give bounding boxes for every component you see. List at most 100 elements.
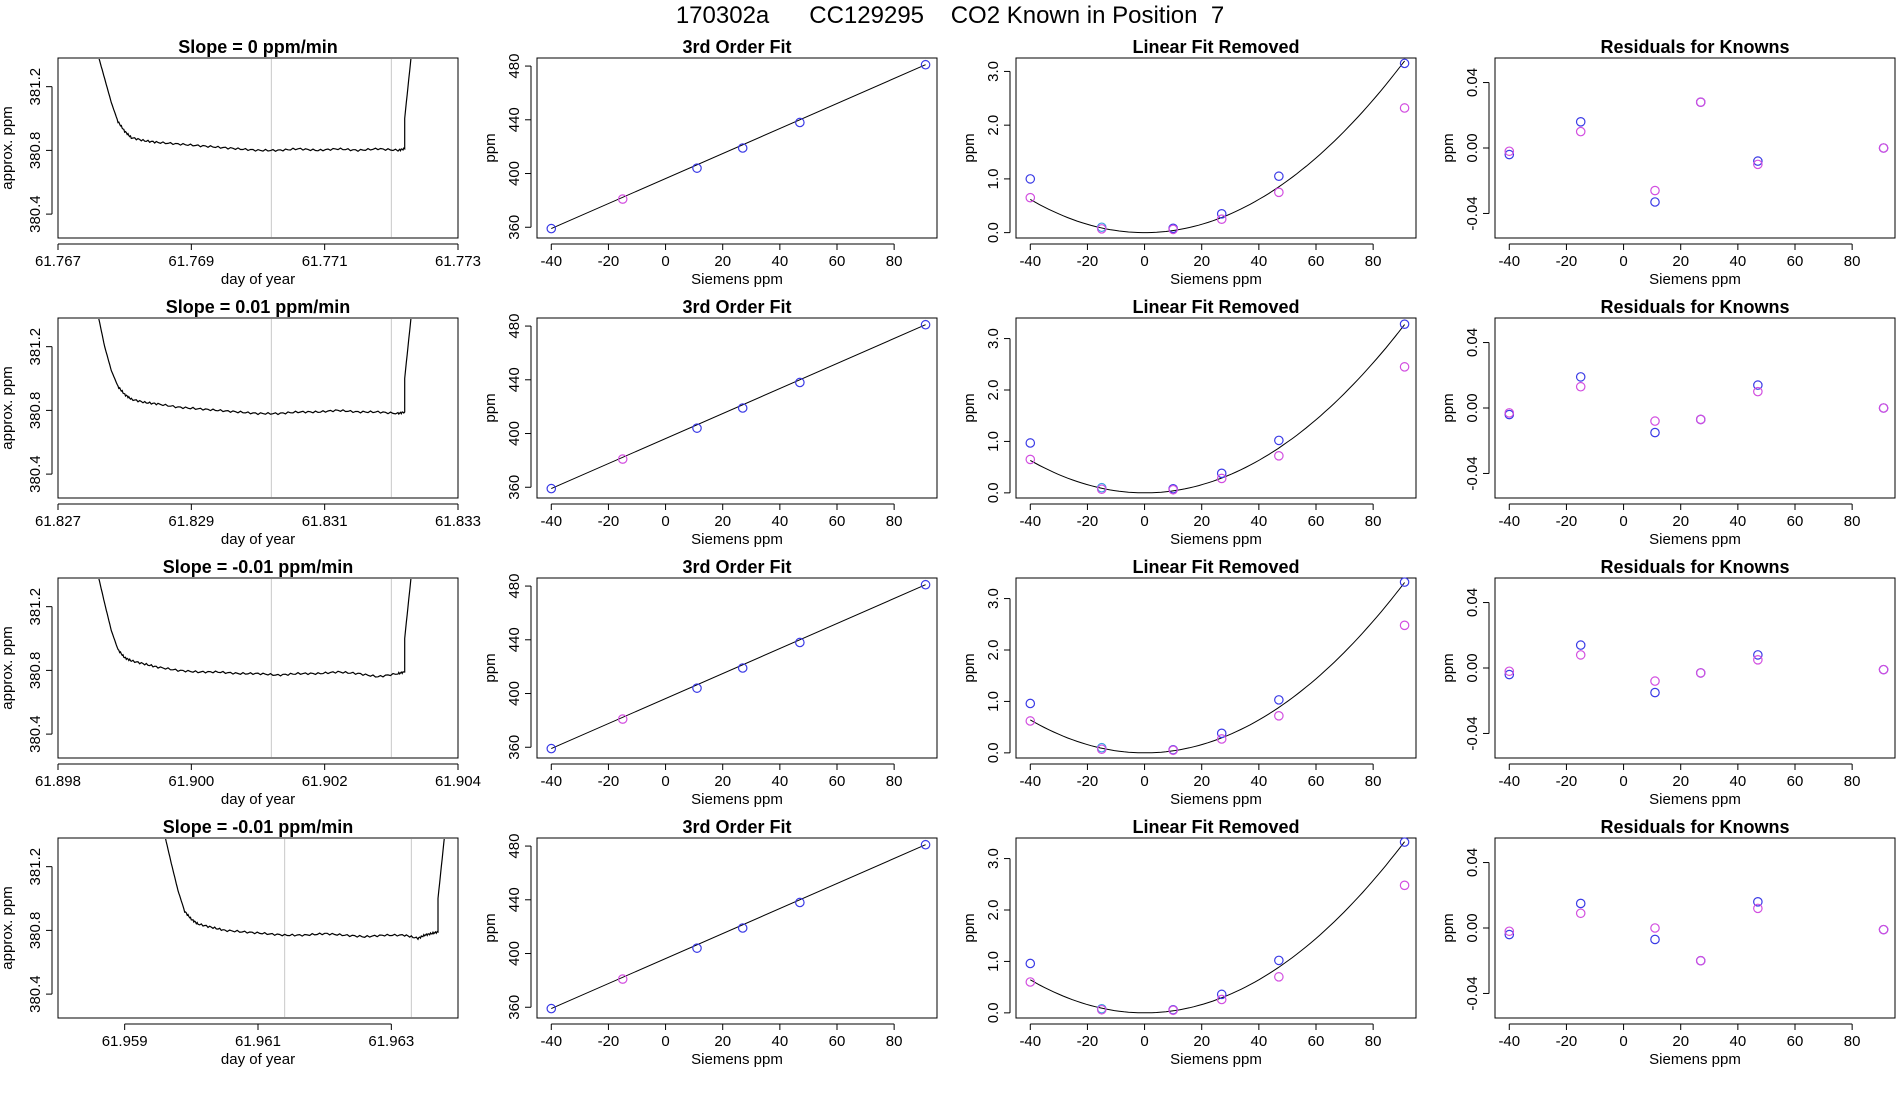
- y-tick-label: 381.2: [27, 588, 44, 626]
- data-point: [617, 454, 628, 464]
- y-tick-label: 2.0: [985, 640, 1002, 661]
- y-tick-label: 0.00: [1464, 653, 1481, 682]
- y-tick-label: 400: [506, 161, 523, 186]
- y-axis-label: ppm: [1440, 653, 1457, 682]
- x-tick-label: 61.904: [435, 773, 481, 790]
- plot-frame: [1494, 317, 1896, 499]
- data-point: [1216, 209, 1227, 219]
- y-tick-label: 1.0: [985, 168, 1002, 189]
- data-point: [692, 163, 702, 173]
- x-tick-label: -40: [1019, 1033, 1041, 1050]
- data-trace: [98, 319, 412, 416]
- x-axis-label: day of year: [221, 791, 295, 808]
- data-point: [1878, 664, 1889, 675]
- data-point: [1399, 319, 1410, 329]
- data-point: [1274, 451, 1284, 461]
- chart-title: Linear Fit Removed: [1132, 557, 1299, 577]
- data-point: [1504, 669, 1515, 680]
- data-point: [617, 714, 628, 724]
- x-tick-label: -40: [1019, 253, 1041, 270]
- data-point: [1216, 214, 1227, 224]
- data-point: [1650, 687, 1660, 698]
- y-tick-label: 0.04: [1464, 848, 1481, 877]
- y-axis-label: ppm: [482, 133, 499, 162]
- x-tick-label: 60: [1308, 773, 1325, 790]
- x-tick-label: 20: [1672, 513, 1689, 530]
- data-point: [920, 59, 931, 70]
- x-axis-label: Siemens ppm: [691, 271, 783, 288]
- data-point: [1650, 416, 1660, 426]
- x-tick-label: 20: [1672, 253, 1689, 270]
- x-tick-label: 60: [1308, 253, 1325, 270]
- data-point: [617, 194, 628, 204]
- chart-title: Slope = 0.01 ppm/min: [166, 297, 351, 317]
- y-tick-label: 3.0: [985, 588, 1002, 609]
- x-axis-label: Siemens ppm: [1649, 1051, 1741, 1068]
- data-point: [1575, 640, 1586, 650]
- x-tick-label: -40: [540, 773, 562, 790]
- x-tick-label: 20: [1193, 1033, 1210, 1050]
- x-tick-label: 61.900: [168, 773, 214, 790]
- data-point: [795, 377, 805, 388]
- y-tick-label: 0.0: [985, 222, 1002, 243]
- data-point: [1096, 484, 1107, 495]
- x-tick-label: 61.771: [302, 253, 348, 270]
- data-point: [1575, 372, 1586, 382]
- x-tick-label: 61.902: [302, 773, 348, 790]
- x-tick-label: -40: [1019, 513, 1041, 530]
- data-point: [1216, 994, 1227, 1005]
- fit-curve: [1030, 841, 1405, 1014]
- fit-curve: [1030, 60, 1405, 234]
- x-tick-label: 20: [714, 1033, 731, 1050]
- x-tick-label: -20: [1556, 773, 1578, 790]
- data-trace: [98, 59, 412, 153]
- y-tick-label: 380.4: [27, 195, 44, 233]
- x-tick-label: -40: [540, 253, 562, 270]
- plot-frame: [1494, 57, 1896, 239]
- x-tick-label: 20: [714, 513, 731, 530]
- data-point: [1575, 126, 1586, 137]
- x-tick-label: 61.833: [435, 513, 481, 530]
- data-point: [546, 223, 557, 234]
- y-axis-label: approx. ppm: [0, 366, 16, 449]
- data-point: [737, 403, 748, 413]
- x-axis-label: Siemens ppm: [1649, 791, 1741, 808]
- data-point: [1650, 923, 1660, 933]
- x-tick-label: -40: [540, 1033, 562, 1050]
- data-point: [1025, 698, 1036, 709]
- plot-frame: [536, 57, 938, 239]
- data-point: [1274, 171, 1284, 182]
- x-tick-label: 80: [1844, 513, 1861, 530]
- data-point: [1025, 958, 1036, 969]
- y-tick-label: 1.0: [985, 431, 1002, 452]
- x-tick-label: -40: [540, 513, 562, 530]
- y-tick-label: 360: [506, 995, 523, 1020]
- x-tick-label: 20: [1193, 513, 1210, 530]
- data-point: [1399, 58, 1410, 69]
- x-tick-label: -40: [1019, 773, 1041, 790]
- x-axis-label: day of year: [221, 271, 295, 288]
- data-point: [920, 319, 931, 330]
- y-tick-label: 381.2: [27, 848, 44, 886]
- y-tick-label: 360: [506, 735, 523, 760]
- chart-title: Slope = 0 ppm/min: [178, 37, 338, 57]
- data-point: [1168, 1005, 1178, 1016]
- data-point: [1695, 955, 1706, 966]
- y-tick-label: -0.04: [1464, 716, 1481, 750]
- plot-frame: [1015, 317, 1417, 499]
- data-point: [1504, 666, 1515, 677]
- x-tick-label: 60: [1787, 773, 1804, 790]
- plot-frame: [536, 837, 938, 1019]
- x-tick-label: 0: [661, 1033, 669, 1050]
- y-axis-label: ppm: [482, 913, 499, 942]
- y-tick-label: 360: [506, 215, 523, 240]
- y-tick-label: 480: [506, 834, 523, 859]
- data-point: [1650, 185, 1660, 196]
- x-tick-label: 80: [886, 513, 903, 530]
- x-tick-label: 0: [1140, 1033, 1148, 1050]
- y-tick-label: 380.4: [27, 455, 44, 493]
- x-tick-label: 60: [1308, 1033, 1325, 1050]
- x-tick-label: 0: [1619, 513, 1627, 530]
- plot-frame: [1015, 837, 1417, 1019]
- y-axis-label: approx. ppm: [0, 626, 16, 709]
